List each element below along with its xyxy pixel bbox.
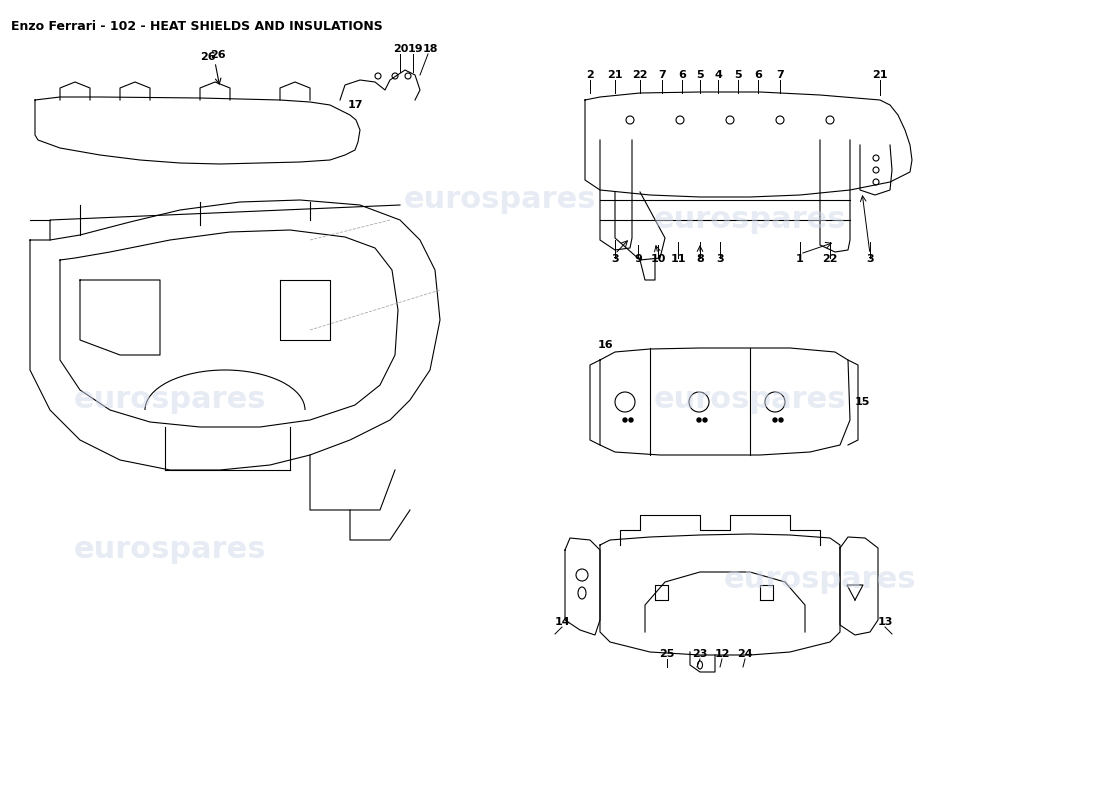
Text: 6: 6 [678, 70, 686, 80]
Text: 6: 6 [755, 70, 762, 80]
Text: 16: 16 [598, 340, 614, 350]
Text: eurospares: eurospares [74, 535, 266, 565]
Text: eurospares: eurospares [653, 386, 846, 414]
Text: 3: 3 [716, 254, 724, 264]
Text: 3: 3 [866, 254, 873, 264]
Text: 10: 10 [650, 254, 666, 264]
Text: 3: 3 [612, 254, 619, 264]
Text: 11: 11 [670, 254, 685, 264]
Text: 25: 25 [659, 649, 674, 659]
Text: eurospares: eurospares [74, 386, 266, 414]
Text: 13: 13 [878, 617, 893, 627]
Text: 23: 23 [692, 649, 707, 659]
Circle shape [623, 418, 627, 422]
Text: 1: 1 [796, 254, 804, 264]
Text: 20: 20 [393, 44, 408, 54]
Text: 12: 12 [714, 649, 729, 659]
Text: 5: 5 [734, 70, 741, 80]
Text: 22: 22 [823, 254, 838, 264]
Text: 7: 7 [777, 70, 784, 80]
Text: 26: 26 [200, 52, 216, 62]
Circle shape [697, 418, 701, 422]
Text: 19: 19 [408, 44, 424, 54]
Circle shape [773, 418, 777, 422]
Text: 26: 26 [210, 50, 225, 60]
Text: 4: 4 [714, 70, 722, 80]
Text: eurospares: eurospares [724, 566, 916, 594]
Text: 15: 15 [855, 397, 870, 407]
Text: 18: 18 [424, 44, 439, 54]
Text: 9: 9 [634, 254, 642, 264]
Circle shape [629, 418, 632, 422]
Text: 8: 8 [696, 254, 704, 264]
Text: eurospares: eurospares [404, 186, 596, 214]
Text: 24: 24 [737, 649, 752, 659]
Text: 14: 14 [554, 617, 570, 627]
Text: 21: 21 [872, 70, 888, 80]
Circle shape [703, 418, 707, 422]
Text: 17: 17 [348, 100, 363, 110]
Text: 5: 5 [696, 70, 704, 80]
Text: eurospares: eurospares [653, 206, 846, 234]
Text: 21: 21 [607, 70, 623, 80]
Text: 2: 2 [586, 70, 594, 80]
Text: 22: 22 [632, 70, 648, 80]
Text: Enzo Ferrari - 102 - HEAT SHIELDS AND INSULATIONS: Enzo Ferrari - 102 - HEAT SHIELDS AND IN… [11, 20, 383, 33]
Text: 7: 7 [658, 70, 666, 80]
Circle shape [779, 418, 783, 422]
